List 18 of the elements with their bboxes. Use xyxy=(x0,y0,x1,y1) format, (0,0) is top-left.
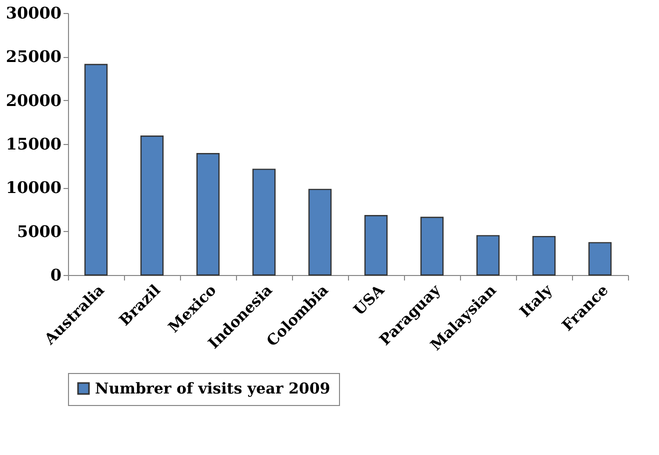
y-tick-label: 15000 xyxy=(6,134,62,154)
bar xyxy=(252,168,276,276)
y-tick-label: 25000 xyxy=(6,47,62,66)
bar xyxy=(476,235,500,276)
y-tick-label: 10000 xyxy=(6,178,62,198)
bar xyxy=(308,188,332,276)
y-tick-label: 30000 xyxy=(6,4,62,22)
y-tick-label: 20000 xyxy=(6,90,62,110)
bar xyxy=(588,242,612,276)
y-tick-label: 0 xyxy=(50,266,62,284)
legend-label: Numbrer of visits year 2009 xyxy=(95,380,330,398)
y-tick-label: 5000 xyxy=(16,222,62,241)
bar xyxy=(196,153,220,276)
bar xyxy=(532,236,556,276)
bar xyxy=(140,136,164,276)
bar xyxy=(420,216,444,276)
bar xyxy=(84,64,108,276)
bar xyxy=(364,215,388,276)
